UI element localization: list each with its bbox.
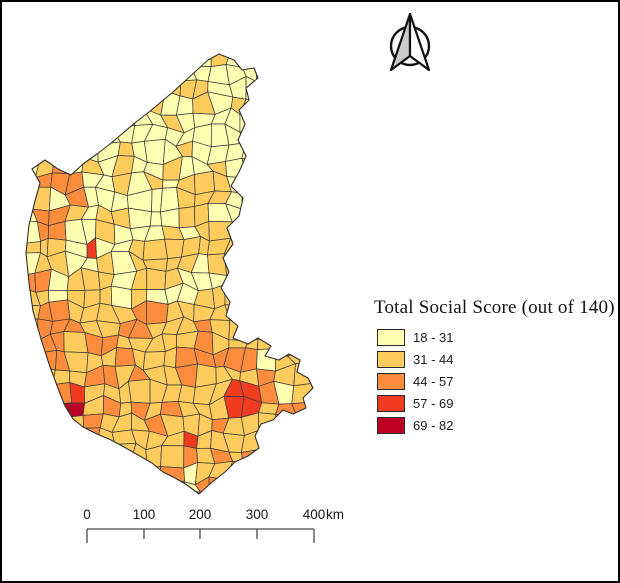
legend-item: 69 - 82 (374, 414, 615, 436)
legend-swatch (377, 394, 405, 412)
legend-item: 31 - 44 (374, 348, 615, 370)
scale-bar-label: 200 (188, 507, 212, 522)
north-arrow-icon (389, 12, 431, 72)
state-boundary-outline (25, 53, 314, 495)
legend-item: 44 - 57 (374, 370, 615, 392)
legend-item: 18 - 31 (374, 326, 615, 348)
legend-swatch (377, 416, 405, 434)
legend-title: Total Social Score (out of 140) (374, 297, 615, 318)
scale-bar-label: 300 (245, 507, 269, 522)
legend-items: 18 - 31 31 - 44 44 - 57 57 - 69 69 - 82 (374, 326, 615, 436)
scale-bar-unit: km (326, 507, 344, 522)
scale-bar-label: 400 (302, 507, 326, 522)
legend-label: 69 - 82 (413, 417, 454, 433)
legend-label: 18 - 31 (413, 329, 454, 345)
legend-swatch (377, 350, 405, 368)
scale-bar-label: 0 (83, 507, 91, 522)
legend-label: 57 - 69 (413, 395, 454, 411)
legend-item: 57 - 69 (374, 392, 615, 414)
legend-label: 44 - 57 (413, 373, 454, 389)
scale-bar-label: 100 (132, 507, 156, 522)
legend-swatch (377, 372, 405, 390)
legend-label: 31 - 44 (413, 351, 454, 367)
north-arrow-right-blade (408, 12, 431, 72)
legend: Total Social Score (out of 140) 18 - 31 3… (374, 297, 615, 436)
legend-swatch (377, 328, 405, 346)
